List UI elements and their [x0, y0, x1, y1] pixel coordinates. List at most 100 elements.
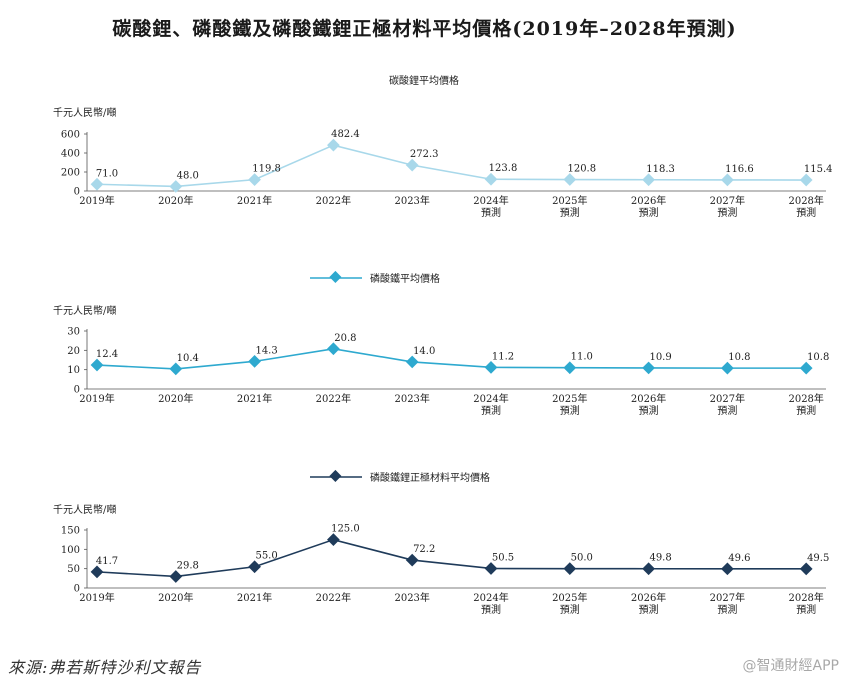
- data-point: [405, 158, 419, 172]
- data-point: [327, 342, 340, 356]
- x-tick-label: 2026年預測: [631, 392, 666, 417]
- chart-title: 碳酸鋰平均價格: [389, 74, 459, 87]
- data-point: [721, 562, 734, 576]
- y-tick-label: 0: [74, 187, 80, 198]
- x-tick-label: 2022年: [316, 392, 351, 405]
- y-tick-label: 400: [61, 149, 80, 160]
- data-point: [248, 173, 261, 186]
- x-tick-label: 2024年預測: [473, 392, 508, 417]
- data-label: 50.5: [492, 552, 514, 563]
- data-label: 49.5: [807, 553, 829, 564]
- x-tick-label: 2023年: [394, 194, 429, 207]
- x-tick-label: 2025年預測: [552, 194, 587, 219]
- x-tick-label: 2021年: [237, 392, 272, 405]
- data-label: 49.8: [649, 553, 671, 564]
- data-label: 50.0: [571, 553, 593, 564]
- data-label: 10.8: [807, 352, 829, 363]
- x-tick-label: 2028年預測: [788, 591, 823, 616]
- data-label: 20.8: [334, 333, 356, 344]
- y-tick-label: 20: [67, 346, 80, 357]
- data-point: [563, 173, 577, 186]
- data-point: [90, 565, 104, 579]
- x-tick-label: 2025年預測: [552, 591, 587, 616]
- data-label: 119.8: [252, 164, 281, 175]
- data-point: [799, 562, 813, 576]
- data-point: [484, 360, 498, 374]
- data-point: [484, 562, 498, 575]
- x-tick-label: 2026年預測: [631, 194, 666, 219]
- y-tick-label: 100: [61, 545, 80, 556]
- x-tick-label: 2023年: [394, 392, 429, 405]
- x-tick-label: 2020年: [158, 591, 193, 604]
- x-tick-label: 2027年預測: [710, 194, 745, 219]
- legend-marker: [329, 270, 342, 283]
- y-tick-label: 0: [74, 385, 80, 396]
- x-tick-label: 2020年: [158, 392, 193, 405]
- y-axis-unit-label: 千元人民幣/噸: [53, 503, 116, 516]
- data-point: [169, 362, 183, 376]
- x-tick-label: 2024年預測: [473, 591, 508, 616]
- data-point: [799, 173, 813, 187]
- y-axis-unit-label: 千元人民幣/噸: [53, 106, 116, 119]
- legend-marker: [329, 469, 342, 482]
- data-label: 11.0: [571, 352, 593, 363]
- data-point: [248, 560, 261, 574]
- data-point: [327, 533, 340, 547]
- data-point: [563, 562, 577, 576]
- x-tick-label: 2020年: [158, 194, 193, 207]
- x-tick-label: 2027年預測: [710, 591, 745, 616]
- data-label: 123.8: [489, 163, 518, 174]
- data-label: 125.0: [331, 524, 360, 535]
- y-tick-label: 150: [61, 526, 80, 537]
- data-label: 10.8: [728, 352, 750, 363]
- data-point: [248, 354, 261, 368]
- data-point: [90, 358, 104, 372]
- data-label: 10.9: [649, 352, 671, 363]
- x-tick-label: 2028年預測: [788, 392, 823, 417]
- data-label: 49.6: [728, 553, 750, 564]
- x-tick-label: 2027年預測: [710, 392, 745, 417]
- data-point: [721, 361, 734, 375]
- data-point: [90, 177, 104, 191]
- y-tick-label: 600: [61, 130, 80, 141]
- x-tick-label: 2021年: [237, 591, 272, 604]
- data-point: [799, 361, 813, 375]
- data-label: 118.3: [646, 164, 675, 175]
- data-label: 11.2: [492, 351, 514, 362]
- data-point: [484, 172, 498, 186]
- x-tick-label: 2028年預測: [788, 194, 823, 219]
- x-tick-label: 2021年: [237, 194, 272, 207]
- data-label: 14.3: [255, 345, 277, 356]
- data-label: 482.4: [331, 129, 360, 140]
- data-label: 116.6: [725, 164, 754, 175]
- data-point: [405, 553, 419, 567]
- data-label: 41.7: [96, 556, 118, 567]
- y-tick-label: 200: [61, 168, 80, 179]
- x-tick-label: 2023年: [394, 591, 429, 604]
- data-point: [405, 355, 419, 369]
- data-label: 272.3: [410, 149, 439, 160]
- series-line: [96, 144, 807, 188]
- data-point: [169, 570, 183, 583]
- data-label: 29.8: [177, 560, 199, 571]
- x-tick-label: 2026年預測: [631, 591, 666, 616]
- data-point: [642, 173, 655, 187]
- x-tick-label: 2019年: [79, 591, 114, 604]
- data-point: [169, 180, 183, 193]
- data-label: 10.4: [177, 353, 199, 364]
- y-tick-label: 30: [67, 327, 80, 338]
- source-note: 來源:弗若斯特沙利文報告: [8, 658, 202, 677]
- legend-label: 磷酸鐵鋰正極材料平均價格: [370, 471, 490, 484]
- x-tick-label: 2022年: [316, 591, 351, 604]
- series-line: [96, 538, 807, 578]
- data-label: 12.4: [96, 349, 118, 360]
- data-point: [642, 361, 655, 375]
- series-line: [96, 347, 807, 370]
- data-label: 72.2: [413, 544, 435, 555]
- y-tick-label: 0: [74, 584, 80, 595]
- data-label: 115.4: [804, 164, 833, 175]
